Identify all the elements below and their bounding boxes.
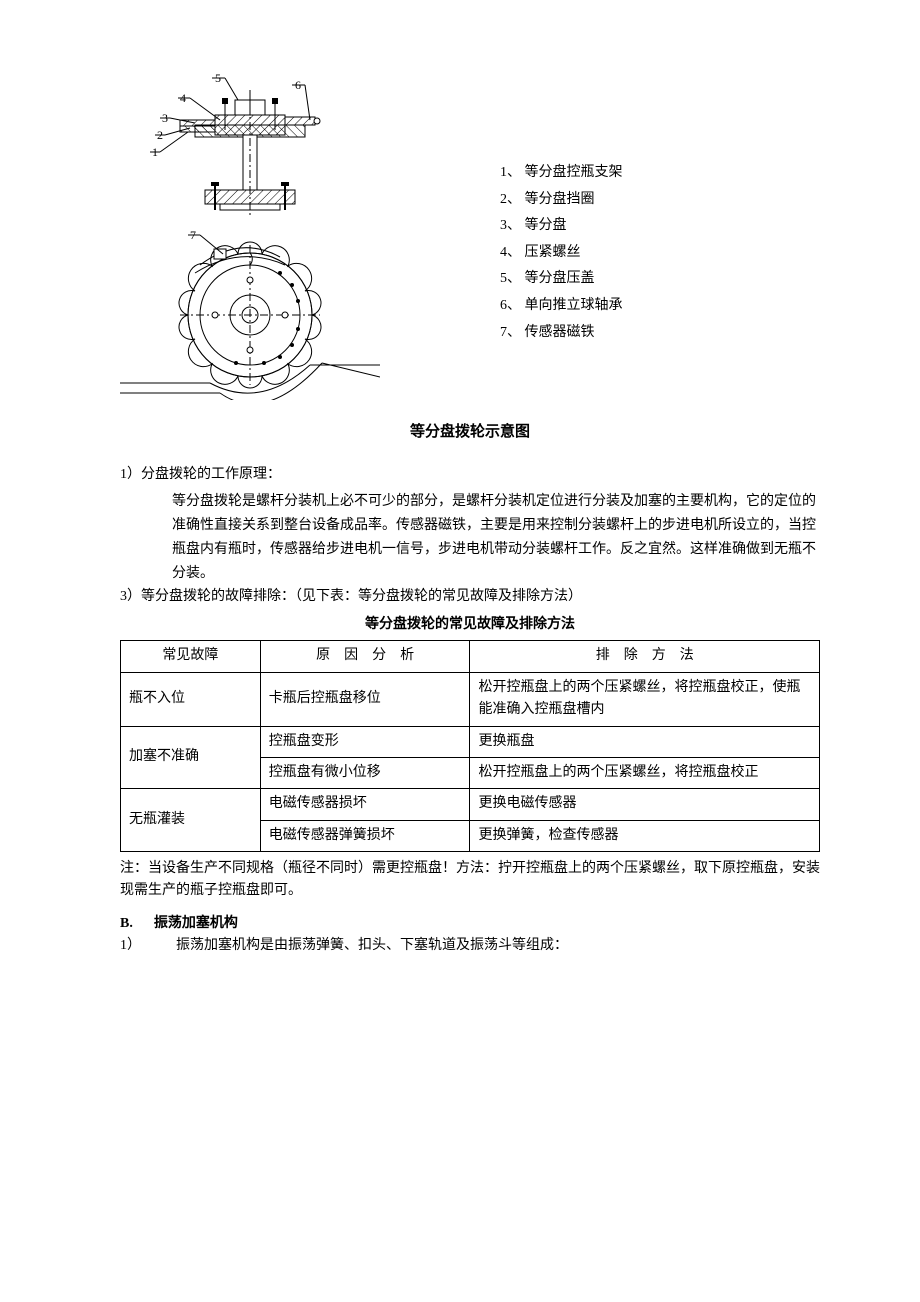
- table-header: 常见故障: [121, 641, 261, 672]
- cell-fix: 更换弹簧，检查传感器: [470, 820, 820, 851]
- cell-cause: 卡瓶后控瓶盘移位: [260, 672, 470, 726]
- legend-item: 4、 压紧螺丝: [500, 240, 623, 267]
- table-row: 无瓶灌装 电磁传感器损坏 更换电磁传感器: [121, 789, 820, 820]
- diagram-label-6: 6: [295, 78, 301, 92]
- section-3-heading: 3）等分盘拨轮的故障排除：（见下表：等分盘拨轮的常见故障及排除方法）: [120, 586, 820, 608]
- diagram-label-7: 7: [190, 228, 196, 242]
- legend-item: 6、 单向推立球轴承: [500, 293, 623, 320]
- cell-cause: 电磁传感器损坏: [260, 789, 470, 820]
- cell-fix: 更换电磁传感器: [470, 789, 820, 820]
- legend-item: 2、 等分盘挡圈: [500, 187, 623, 214]
- table-row: 瓶不入位 卡瓶后控瓶盘移位 松开控瓶盘上的两个压紧螺丝，将控瓶盘校正，使瓶能准确…: [121, 672, 820, 726]
- section-b-item-num: 1）: [120, 938, 141, 953]
- cell-fault: 无瓶灌装: [121, 789, 261, 852]
- legend-item: 5、 等分盘压盖: [500, 266, 623, 293]
- table-note: 注：当设备生产不同规格（瓶径不同时）需更控瓶盘！方法：拧开控瓶盘上的两个压紧螺丝…: [120, 858, 820, 903]
- section-b-item-text: 振荡加塞机构是由振荡弹簧、扣头、下塞轨道及振荡斗等组成：: [176, 938, 568, 953]
- fault-table: 常见故障 原 因 分 析 排 除 方 法 瓶不入位 卡瓶后控瓶盘移位 松开控瓶盘…: [120, 640, 820, 852]
- cell-cause: 控瓶盘有微小位移: [260, 757, 470, 788]
- dividing-plate-diagram: 5 6 4 3 2 1: [120, 70, 380, 400]
- cell-fault: 加塞不准确: [121, 726, 261, 789]
- legend-item: 3、 等分盘: [500, 213, 623, 240]
- diagram-label-2: 2: [157, 128, 163, 142]
- cell-fix: 更换瓶盘: [470, 726, 820, 757]
- figure-title: 等分盘拨轮示意图: [120, 420, 820, 444]
- cell-cause: 控瓶盘变形: [260, 726, 470, 757]
- diagram-label-1: 1: [152, 145, 158, 159]
- cell-fix: 松开控瓶盘上的两个压紧螺丝，将控瓶盘校正，使瓶能准确入控瓶盘槽内: [470, 672, 820, 726]
- section-b-label: B.: [120, 916, 133, 931]
- cell-fault: 瓶不入位: [121, 672, 261, 726]
- section-b-title: 振荡加塞机构: [154, 916, 238, 931]
- table-header: 排 除 方 法: [470, 641, 820, 672]
- section-1-paragraph: 等分盘拨轮是螺杆分装机上必不可少的部分，是螺杆分装机定位进行分装及加塞的主要机构…: [172, 490, 820, 585]
- diagram-label-5: 5: [215, 71, 221, 85]
- cell-cause: 电磁传感器弹簧损坏: [260, 820, 470, 851]
- cell-fix: 松开控瓶盘上的两个压紧螺丝，将控瓶盘校正: [470, 757, 820, 788]
- legend-item: 1、 等分盘控瓶支架: [500, 160, 623, 187]
- legend-item: 7、 传感器磁铁: [500, 320, 623, 347]
- table-row: 加塞不准确 控瓶盘变形 更换瓶盘: [121, 726, 820, 757]
- table-header-row: 常见故障 原 因 分 析 排 除 方 法: [121, 641, 820, 672]
- legend-list: 1、 等分盘控瓶支架 2、 等分盘挡圈 3、 等分盘 4、 压紧螺丝 5、 等分…: [500, 160, 623, 346]
- diagram-label-4: 4: [180, 91, 186, 105]
- section-1-heading: 1）分盘拨轮的工作原理：: [120, 464, 820, 486]
- table-header: 原 因 分 析: [260, 641, 470, 672]
- diagram-label-3: 3: [162, 111, 168, 125]
- table-title: 等分盘拨轮的常见故障及排除方法: [120, 614, 820, 636]
